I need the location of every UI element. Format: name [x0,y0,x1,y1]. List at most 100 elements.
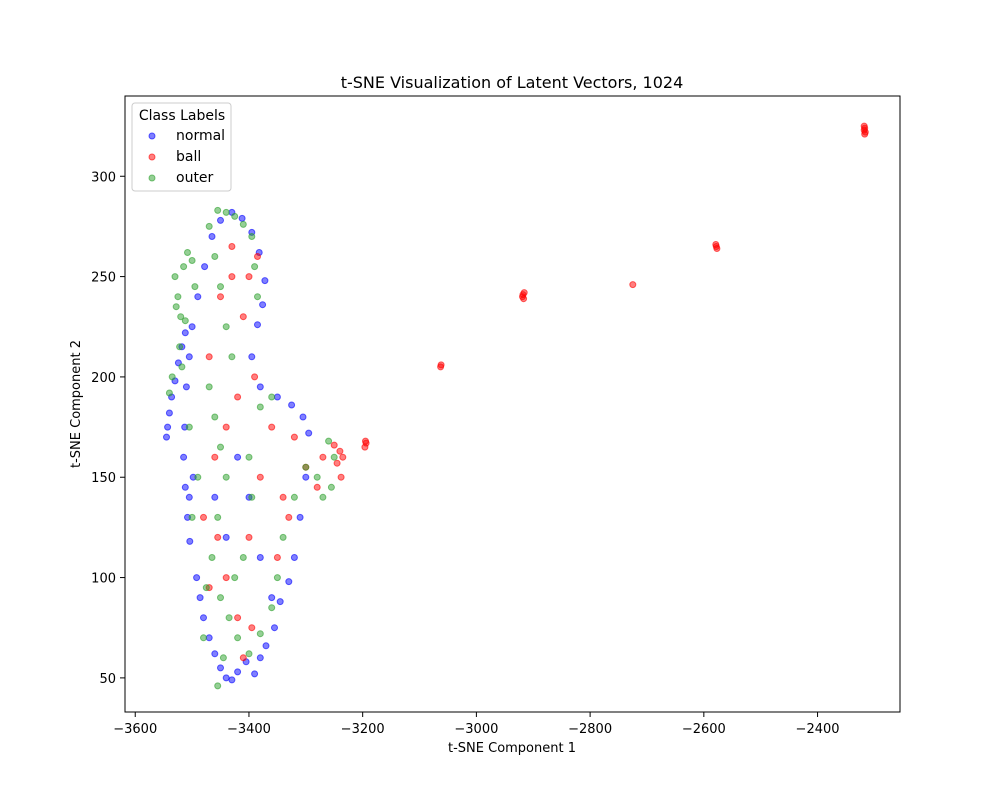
point-ball [330,441,338,449]
point-normal [196,594,204,602]
point-ball [285,513,293,521]
point-outer [327,483,335,491]
point-outer [211,413,219,421]
point-normal [217,216,224,224]
point-outer [248,493,256,501]
x-tick-label: −3000 [454,722,498,737]
point-normal [299,413,307,421]
point-normal [208,233,216,240]
point-outer [177,313,185,321]
point-outer [217,283,224,291]
point-outer [194,473,202,481]
y-tick-label: 200 [91,371,116,386]
point-outer [222,323,230,331]
point-outer [202,584,210,592]
point-outer [234,634,242,642]
point-normal [259,301,267,309]
point-normal [222,533,230,541]
point-normal [186,537,194,545]
y-tick-label: 300 [91,170,116,185]
point-normal [271,624,278,632]
point-normal [193,574,201,582]
point-normal [188,323,196,331]
point-ball [222,574,230,582]
point-outer [171,273,179,281]
point-normal [205,634,213,642]
point-normal [165,409,173,417]
point-normal [276,598,284,606]
point-outer [188,257,196,264]
point-ball [319,453,327,461]
point-outer [231,212,239,220]
point-outer [185,423,193,431]
legend-label-normal: normal [176,128,225,144]
y-axis-ticks: 50 100 150 200 250 300 [91,170,125,687]
point-ball [239,654,247,662]
point-outer [251,263,259,271]
legend-marker-normal [148,132,156,140]
point-ball [205,353,213,361]
point-outer [205,222,213,230]
legend-label-outer: outer [176,170,214,186]
point-outer [254,293,261,301]
y-tick-label: 50 [99,672,116,687]
point-normal [302,473,310,481]
point-normal [256,654,264,662]
point-outer [222,473,230,481]
point-outer [178,363,186,371]
point-normal [288,401,296,409]
point-outer [256,630,264,638]
point-ball [290,433,298,441]
point-outer [176,343,184,351]
point-outer [256,403,264,411]
x-tick-label: −2400 [796,722,840,737]
point-outer [200,634,207,642]
point-outer [325,437,333,445]
point-outer [188,513,196,521]
point-normal [182,383,190,391]
point-normal [181,483,189,491]
point-normal [200,614,207,622]
point-ball [251,373,259,381]
point-ball [861,130,869,138]
point-ball [339,453,347,461]
point-outer [172,303,180,311]
point-outer [217,594,224,602]
point-ball [860,122,868,130]
point-normal [185,493,193,501]
point-normal [234,668,242,676]
plot-frame [124,95,901,713]
point-normal [256,554,264,561]
point-normal [262,642,270,650]
point-normal [234,453,242,461]
point-outer [214,682,222,690]
point-ball [248,624,256,632]
point-ball [336,447,344,455]
point-normal [290,554,298,561]
point-ball [256,473,264,481]
point-outer [268,393,276,401]
point-normal [238,214,246,222]
point-normal [194,293,202,301]
point-normal [305,429,313,437]
y-tick-label: 150 [91,471,116,486]
point-ball [222,423,230,431]
legend-label-ball: ball [176,149,201,165]
point-normal [256,383,264,391]
point-outer [205,383,213,391]
point-outer [208,554,216,561]
point-outer [239,220,247,228]
point-outer [211,253,219,260]
point-normal [254,321,261,329]
point-outer [231,574,239,582]
legend-marker-ball [148,153,156,161]
point-outer [228,353,236,361]
y-tick-label: 250 [91,271,116,286]
point-ball [254,253,261,260]
point-ball [245,273,253,281]
point-outer [290,493,298,501]
point-normal [296,513,304,521]
point-outer [273,574,281,582]
x-tick-label: −2800 [568,722,612,737]
